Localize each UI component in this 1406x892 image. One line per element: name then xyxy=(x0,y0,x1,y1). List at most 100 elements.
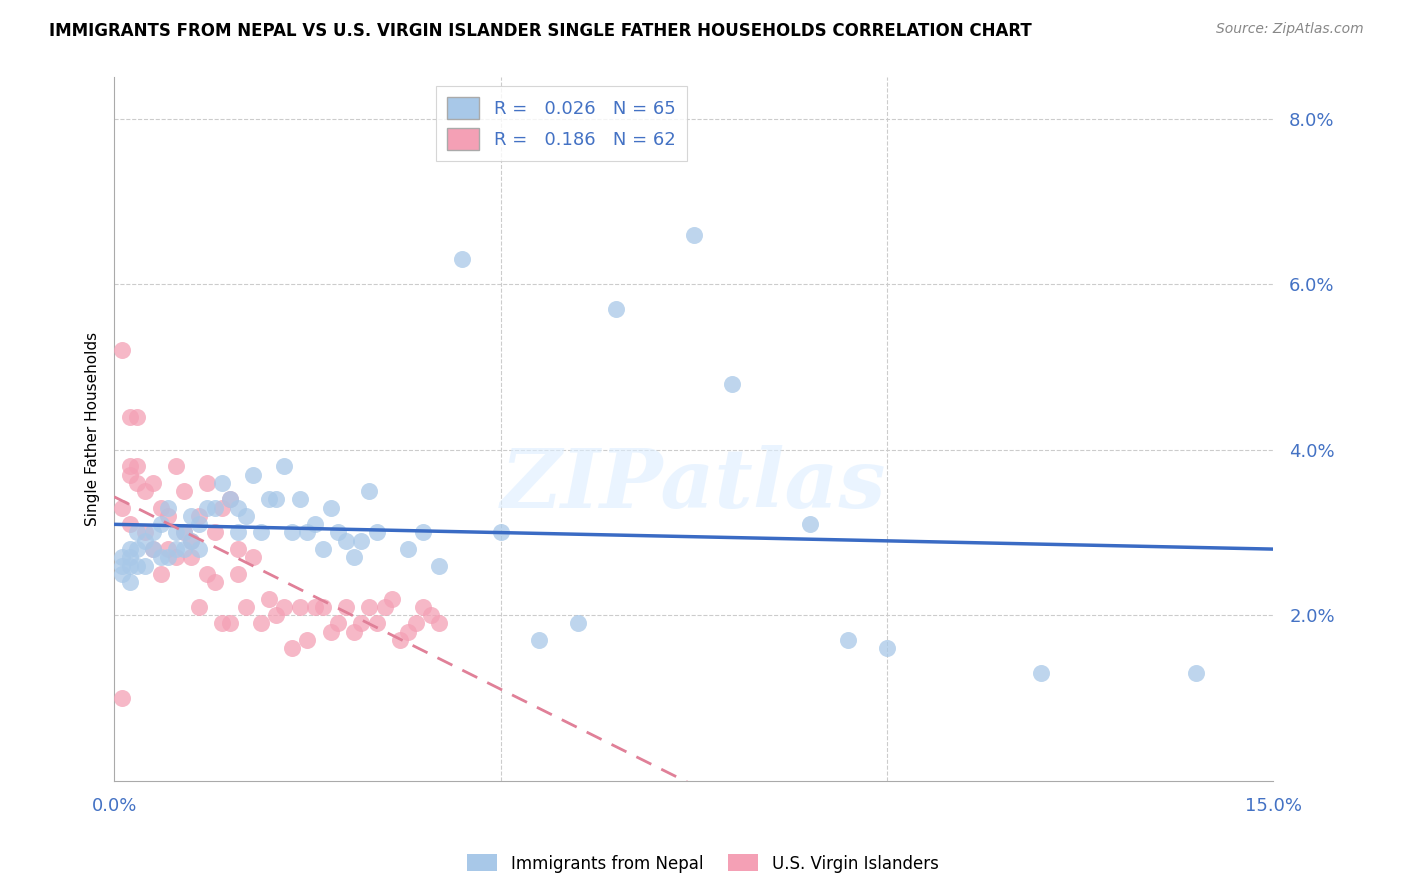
Point xyxy=(412,599,434,614)
Point xyxy=(1185,666,1208,681)
Point xyxy=(235,599,257,614)
Point xyxy=(118,467,141,482)
Point xyxy=(799,517,821,532)
Point xyxy=(328,525,350,540)
Point xyxy=(118,575,141,590)
Point xyxy=(149,517,172,532)
Point xyxy=(111,550,134,565)
Text: ZIPatlas: ZIPatlas xyxy=(501,445,886,525)
Point xyxy=(682,227,704,242)
Point xyxy=(250,616,273,631)
Point xyxy=(173,484,195,499)
Point xyxy=(149,566,172,581)
Point xyxy=(165,541,187,556)
Y-axis label: Single Father Households: Single Father Households xyxy=(86,332,100,526)
Point xyxy=(195,566,218,581)
Point xyxy=(389,632,412,647)
Point xyxy=(204,525,226,540)
Point xyxy=(396,541,419,556)
Point xyxy=(157,541,180,556)
Point xyxy=(343,624,366,639)
Point xyxy=(374,599,396,614)
Point xyxy=(149,550,172,565)
Point xyxy=(567,616,589,631)
Point xyxy=(111,558,134,573)
Point xyxy=(273,459,295,474)
Point xyxy=(335,533,357,548)
Point xyxy=(118,517,141,532)
Point xyxy=(180,550,202,565)
Point xyxy=(127,541,149,556)
Point xyxy=(412,525,434,540)
Point xyxy=(142,475,165,490)
Point xyxy=(281,641,304,656)
Point xyxy=(366,525,388,540)
Point xyxy=(381,591,404,606)
Point xyxy=(188,599,211,614)
Point xyxy=(142,541,165,556)
Point xyxy=(111,500,134,515)
Point xyxy=(173,541,195,556)
Point xyxy=(134,533,156,548)
Point xyxy=(350,533,373,548)
Point xyxy=(157,550,180,565)
Point xyxy=(127,409,149,424)
Point xyxy=(134,558,156,573)
Point xyxy=(350,616,373,631)
Point xyxy=(405,616,427,631)
Point xyxy=(188,541,211,556)
Point xyxy=(111,690,134,705)
Point xyxy=(180,533,202,548)
Point xyxy=(427,616,450,631)
Point xyxy=(211,500,233,515)
Point xyxy=(180,508,202,523)
Point xyxy=(396,624,419,639)
Point xyxy=(297,632,319,647)
Point xyxy=(257,492,280,507)
Point xyxy=(266,492,288,507)
Point xyxy=(111,566,134,581)
Point xyxy=(211,616,233,631)
Point xyxy=(288,599,311,614)
Point xyxy=(359,484,381,499)
Point xyxy=(451,252,474,267)
Point xyxy=(134,525,156,540)
Point xyxy=(297,525,319,540)
Point xyxy=(226,525,249,540)
Point xyxy=(359,599,381,614)
Point xyxy=(366,616,388,631)
Point xyxy=(134,484,156,499)
Point xyxy=(242,550,264,565)
Point xyxy=(273,599,295,614)
Point xyxy=(157,500,180,515)
Point xyxy=(118,558,141,573)
Point xyxy=(188,517,211,532)
Point xyxy=(127,459,149,474)
Point xyxy=(142,525,165,540)
Point xyxy=(118,541,141,556)
Point xyxy=(312,541,335,556)
Legend: Immigrants from Nepal, U.S. Virgin Islanders: Immigrants from Nepal, U.S. Virgin Islan… xyxy=(461,847,945,880)
Point xyxy=(266,608,288,623)
Point xyxy=(180,533,202,548)
Point xyxy=(837,632,859,647)
Point xyxy=(319,624,342,639)
Point xyxy=(127,558,149,573)
Point xyxy=(1031,666,1053,681)
Point xyxy=(173,525,195,540)
Point xyxy=(250,525,273,540)
Point xyxy=(157,508,180,523)
Point xyxy=(204,575,226,590)
Point xyxy=(288,492,311,507)
Point xyxy=(226,566,249,581)
Point xyxy=(188,508,211,523)
Point xyxy=(142,541,165,556)
Point xyxy=(721,376,744,391)
Point xyxy=(489,525,512,540)
Legend: R =   0.026   N = 65, R =   0.186   N = 62: R = 0.026 N = 65, R = 0.186 N = 62 xyxy=(436,87,686,161)
Point xyxy=(165,525,187,540)
Point xyxy=(165,459,187,474)
Point xyxy=(219,492,242,507)
Point xyxy=(118,550,141,565)
Point xyxy=(226,541,249,556)
